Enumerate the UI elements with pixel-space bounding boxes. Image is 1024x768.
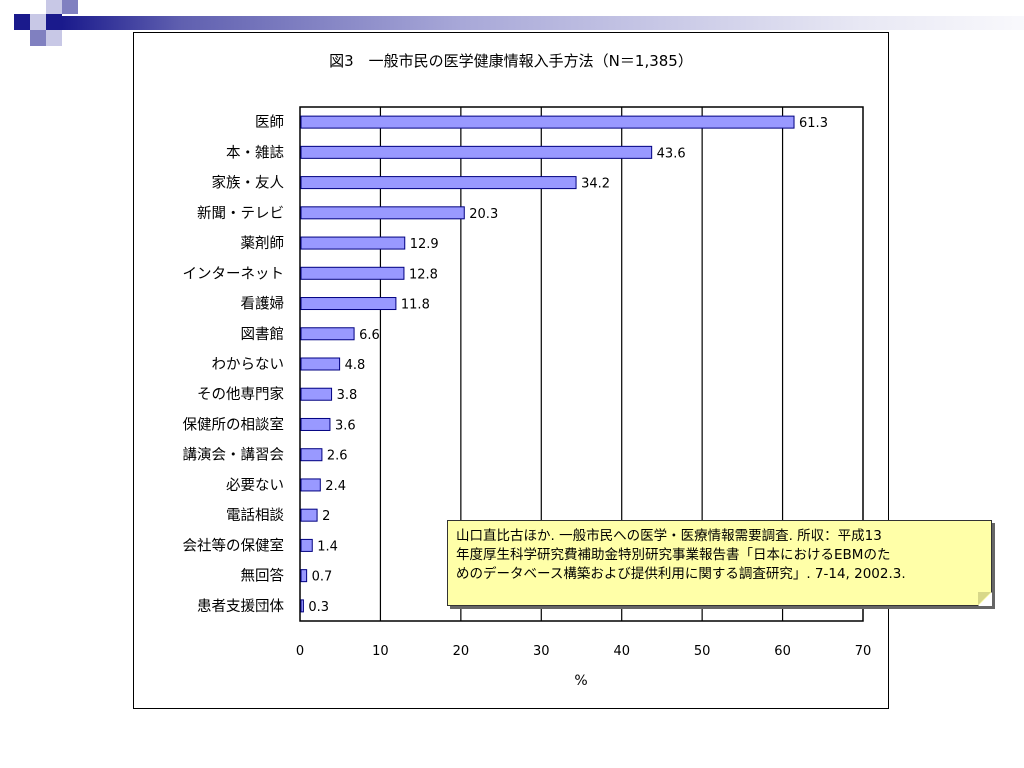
plot-border [299,106,864,622]
bar [300,357,341,371]
category-label: 図書館 [241,326,285,343]
deco-square [62,0,78,14]
bar [300,206,465,220]
category-label: わからない [212,356,285,373]
category-label: インターネット [183,265,285,282]
bar [300,145,653,159]
data-label: 34.2 [581,177,610,192]
bar [300,236,406,250]
x-tick-label: 20 [453,644,470,659]
data-label: 1.4 [317,539,338,554]
data-label: 20.3 [469,207,498,222]
category-label: 無回答 [241,568,285,585]
bar [300,599,304,613]
deco-square [46,0,62,16]
x-tick-label: 0 [296,644,304,659]
bar [300,478,321,492]
bar [300,176,577,190]
data-label: 12.9 [410,237,439,252]
data-label: 61.3 [799,116,828,131]
x-tick-label: 40 [613,644,630,659]
category-label: 必要ない [226,477,284,494]
data-label: 3.8 [337,388,358,403]
deco-square [46,30,62,46]
bar [300,538,313,552]
note-line: 年度厚生科学研究費補助金特別研究事業報告書「日本におけるEBMのた [456,547,891,563]
data-label: 43.6 [657,146,686,161]
data-label: 6.6 [359,328,380,343]
category-label: 本・雑誌 [226,144,284,161]
deco-square [14,14,30,30]
bar [300,115,795,129]
data-label: 2.6 [327,449,348,464]
category-label: 保健所の相談室 [183,416,285,433]
data-label: 0.3 [308,600,329,615]
bar [300,387,333,401]
note-line: 山口直比古ほか. 一般市民への医学・医療情報需要調査. 所収：平成13 [456,528,882,544]
bar [300,417,331,431]
note-line: めのデータベース構築および提供利用に関する調査研究」. 7-14, 2002.3… [456,566,906,582]
data-label: 11.8 [401,298,430,313]
bar [300,508,318,522]
category-label: 医師 [255,114,284,131]
data-label: 3.6 [335,418,356,433]
bar [300,448,323,462]
category-label: 電話相談 [226,507,284,524]
bar [300,327,355,341]
x-axis-label: % [574,673,587,689]
x-tick-label: 60 [774,644,791,659]
category-label: 薬剤師 [241,235,285,252]
category-label: 患者支援団体 [197,598,284,615]
bar [300,297,397,311]
bar [300,569,308,583]
x-tick-label: 50 [694,644,711,659]
data-label: 4.8 [345,358,366,373]
data-label: 2 [322,509,330,524]
category-label: 看護婦 [241,296,285,313]
x-tick-label: 10 [372,644,389,659]
data-label: 2.4 [325,479,346,494]
deco-square [46,14,62,30]
deco-square [30,14,46,30]
category-label: 講演会・講習会 [183,447,285,464]
data-label: 12.8 [409,267,438,282]
chart-title: 図3 一般市民の医学健康情報入手方法（N＝1,385） [329,52,693,70]
x-tick-label: 70 [855,644,872,659]
bar [300,266,405,280]
citation-note: 山口直比古ほか. 一般市民への医学・医療情報需要調査. 所収：平成13 年度厚生… [447,520,992,606]
category-label: 家族・友人 [212,175,285,192]
data-label: 0.7 [312,570,333,585]
category-label: 新聞・テレビ [197,205,284,222]
header-gradient-band [62,16,1024,30]
category-label: 会社等の保健室 [183,536,285,554]
x-tick-label: 30 [533,644,550,659]
deco-square [30,30,46,46]
category-label: その他専門家 [197,386,284,403]
note-fold-shade [978,592,991,605]
